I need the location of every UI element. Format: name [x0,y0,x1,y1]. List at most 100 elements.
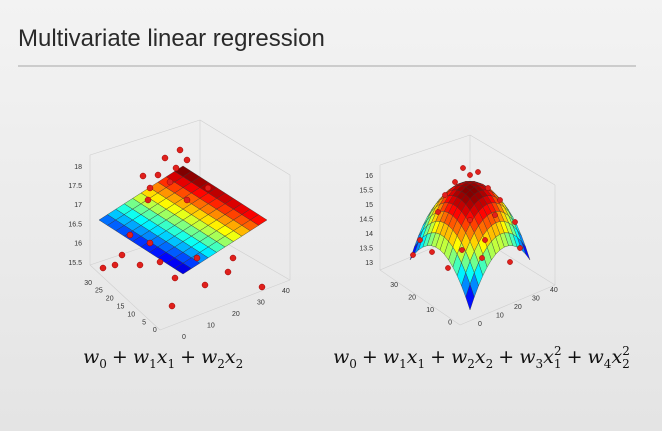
subscript: 1 [167,357,175,371]
tick-label: 0 [448,319,452,326]
sample-point [479,255,485,261]
sample-point [429,249,435,255]
sample-point [460,165,466,171]
tick-label: 15 [365,202,373,209]
symbol: x [543,346,554,368]
subscript: 2 [467,357,475,371]
sample-point [467,172,473,178]
operator: + [567,346,583,368]
tick-label: 16 [74,241,82,248]
sample-point [176,146,184,154]
subscript: 0 [99,357,107,371]
sample-point [492,212,498,218]
subscript: 4 [604,357,612,371]
sample-point [442,192,448,198]
sample-point [183,196,191,204]
tick-label: 16 [365,173,373,180]
tick-label: 14 [365,231,373,238]
sample-point [507,259,513,265]
symbol: w [133,346,149,368]
tick-label: 30 [257,299,265,306]
sample-point [171,274,179,282]
subscript: 1 [554,357,562,371]
sample-point [168,302,176,310]
tick-label: 10 [426,307,434,314]
tick-label: 15.5 [359,187,373,194]
subscript: 1 [399,357,407,371]
tick-label: 10 [496,312,504,319]
operator: + [180,346,196,368]
tick-label: 0 [153,327,157,334]
operator: + [430,346,446,368]
sample-point [126,231,134,239]
tick-label: 40 [550,287,558,294]
sample-point [136,261,144,269]
tick-label: 17 [74,202,82,209]
sample-point [99,264,107,272]
subscript: 1 [417,357,425,371]
surface-cell [174,262,192,275]
sample-point [172,164,180,172]
operator: + [498,346,514,368]
right-plot: 16 15.5 15 14.5 14 13.5 13 30 20 10 0 0 10 20 30 40 [359,134,558,328]
tick-label: 14.5 [359,216,373,223]
tick-label: 20 [408,294,416,301]
sample-point [139,172,147,180]
slide-title: Multivariate linear regression [18,25,325,52]
sample-point [193,254,201,262]
sample-point [417,237,423,243]
tick-label: 13.5 [359,245,373,252]
subscript: 0 [349,357,357,371]
subscript: 3 [535,357,543,371]
tick-label: 18 [74,164,82,171]
tick-label: 30 [84,280,92,287]
tick-label: 13 [365,260,373,267]
symbol: w [383,346,399,368]
tick-label: 20 [232,311,240,318]
superscript: 2 [622,344,630,358]
formula-right: w0​+w1​x1​+w2​x2​+w3​x12​+w4​x22​ [333,344,630,371]
tick-label: 16.5 [68,221,82,228]
sample-point [410,252,416,258]
superscript: 2 [554,344,562,358]
tick-label: 20 [514,304,522,311]
symbol: w [519,346,535,368]
subscript: 1 [149,357,157,371]
sample-point [146,239,154,247]
sample-point [459,247,465,253]
sample-point [156,258,164,266]
axes-box [89,119,291,331]
tick-label: 5 [142,319,146,326]
tick-label: 25 [95,288,103,295]
symbol: x [407,346,418,368]
symbol: x [475,346,486,368]
sample-point [146,184,154,192]
tick-label: 17.5 [68,183,82,190]
sample-point [183,156,191,164]
symbol: x [225,346,236,368]
sample-point [258,283,266,291]
symbol: w [83,346,99,368]
sample-point [111,261,119,269]
sample-point [497,197,503,203]
symbol: x [611,346,622,368]
tick-label: 15.5 [68,260,82,267]
sample-point [144,196,152,204]
sample-point [166,178,174,186]
sample-point [154,171,162,179]
tick-label: 30 [532,295,540,302]
symbol: w [588,346,604,368]
symbol: w [333,346,349,368]
sample-point [435,209,441,215]
tick-label: 0 [182,334,186,341]
symbol: w [451,346,467,368]
sample-point [517,245,523,251]
surface-cell [465,283,475,311]
sample-point [118,251,126,259]
tick-label: 10 [127,311,135,318]
sample-point [512,219,518,225]
sample-point [482,237,488,243]
